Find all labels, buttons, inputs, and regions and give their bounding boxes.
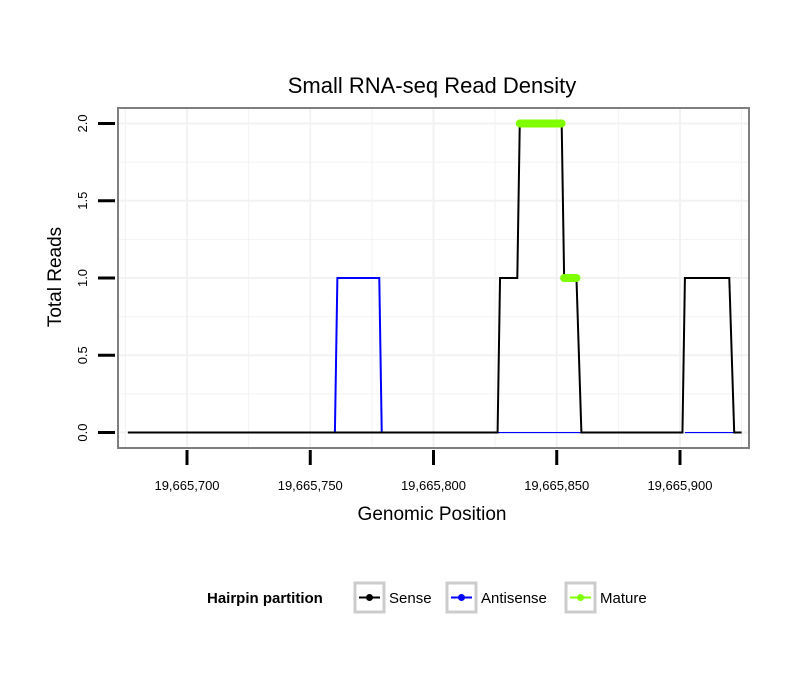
- legend-label-sense: Sense: [389, 590, 432, 607]
- chart-title: Small RNA-seq Read Density: [288, 73, 577, 98]
- y-axis-title: Total Reads: [45, 227, 66, 327]
- legend-key-point: [366, 594, 373, 601]
- y-tick-label: 1.5: [75, 192, 90, 210]
- x-tick-label: 19,665,900: [647, 478, 712, 493]
- y-tick-label: 1.0: [75, 269, 90, 287]
- legend-label-antisense: Antisense: [481, 590, 547, 607]
- series-layer: [127, 119, 742, 434]
- y-tick-label: 0.0: [75, 424, 90, 442]
- x-tick-label: 19,665,700: [154, 478, 219, 493]
- x-axis: 19,665,700 19,665,750 19,665,800 19,665,850…: [154, 450, 713, 493]
- legend: Hairpin partition Sense Antisense Mature: [207, 581, 647, 614]
- x-tick-label: 19,665,750: [278, 478, 343, 493]
- series-line-antisense: [333, 277, 383, 433]
- grid-lines: [119, 109, 748, 447]
- legend-title: Hairpin partition: [207, 590, 323, 607]
- y-tick-label: 0.5: [75, 346, 90, 364]
- x-tick-label: 19,665,800: [401, 478, 466, 493]
- legend-key-point: [577, 594, 584, 601]
- legend-key-point: [458, 594, 465, 601]
- y-axis: 0.0 0.5 1.0 1.5 2.0: [75, 114, 115, 442]
- x-axis-title: Genomic Position: [358, 504, 507, 525]
- y-tick-label: 2.0: [75, 114, 90, 132]
- legend-label-mature: Mature: [600, 590, 647, 607]
- x-tick-label: 19,665,850: [524, 478, 589, 493]
